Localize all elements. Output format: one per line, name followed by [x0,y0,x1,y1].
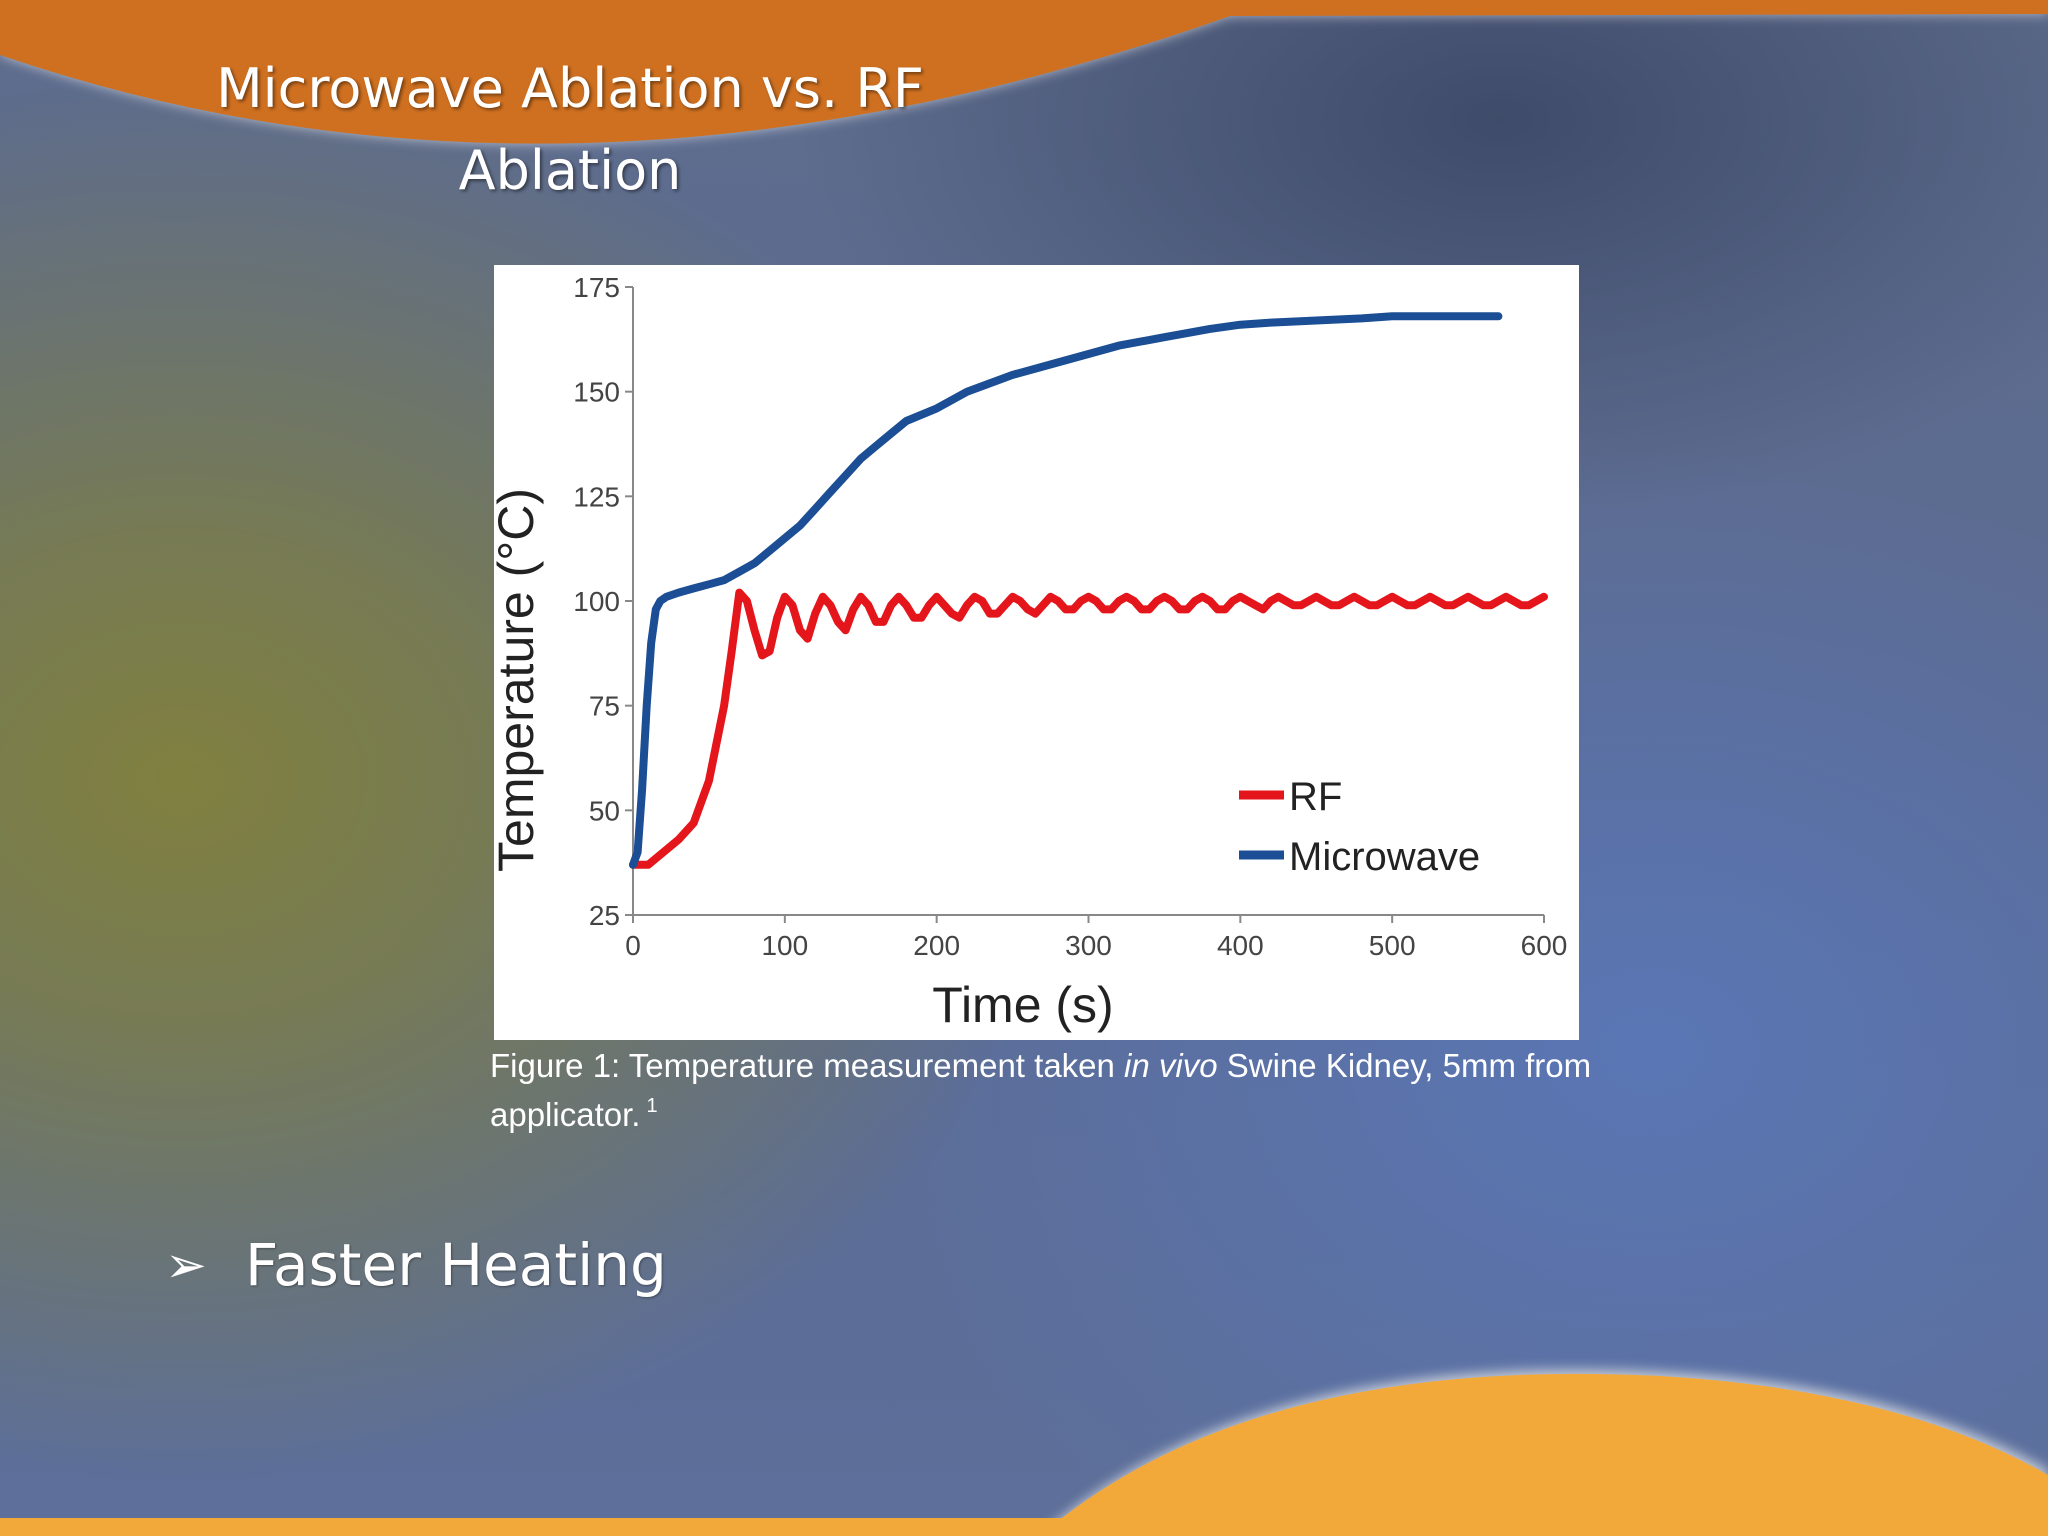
legend-label-rf: RF [1289,775,1342,819]
temperature-chart: 0 100 200 300 400 500 600 25 50 75 100 125 150 175 RF… [494,272,1567,1033]
y-tick-label: 75 [589,691,620,722]
bullet-item: ➢ Faster Heating [165,1225,667,1305]
y-tick-label: 50 [589,795,620,826]
bottom-orange-swoosh [1040,1373,2048,1536]
chart-lines [629,312,1548,869]
caption-text: Figure 1: Temperature measurement taken [490,1047,1125,1084]
caption-reference: 1 [646,1095,658,1117]
legend-label-microwave: Microwave [1289,835,1480,879]
bullet-text: Faster Heating [245,1231,667,1299]
slide-title: Microwave Ablation vs. RF Ablation [216,57,924,202]
x-axis-label: Time (s) [932,977,1113,1033]
y-tick-label: 25 [589,900,620,931]
bottom-orange-band [0,1518,2048,1536]
y-tick-label: 175 [573,272,620,303]
top-orange-swoosh [0,0,2048,144]
x-tick-label: 100 [761,930,808,961]
caption-text-continued: Swine Kidney, 5mm from applicator. [490,1047,1592,1133]
y-axis-label: Temperature (°C) [494,488,544,872]
chart-legend: RF Microwave [1239,775,1480,879]
x-tick-label: 500 [1369,930,1416,961]
x-tick-label: 300 [1065,930,1112,961]
x-tick-label: 0 [625,930,641,961]
chart-axes: 0 100 200 300 400 500 600 25 50 75 100 125 150 175 [573,272,1567,961]
chart-figure: 0 100 200 300 400 500 600 25 50 75 100 125 150 175 RF… [494,265,1579,1040]
series-line-rf [629,588,1548,869]
caption-italic-text: in vivo [1124,1047,1218,1084]
y-tick-label: 150 [573,377,620,408]
arrow-bullet-icon: ➢ [165,1236,207,1294]
series-line-microwave [629,312,1503,869]
y-tick-label: 100 [573,586,620,617]
x-tick-label: 400 [1217,930,1264,961]
x-tick-label: 600 [1521,930,1568,961]
x-tick-label: 200 [913,930,960,961]
y-tick-label: 125 [573,481,620,512]
figure-caption: Figure 1: Temperature measurement taken … [490,1045,1610,1135]
